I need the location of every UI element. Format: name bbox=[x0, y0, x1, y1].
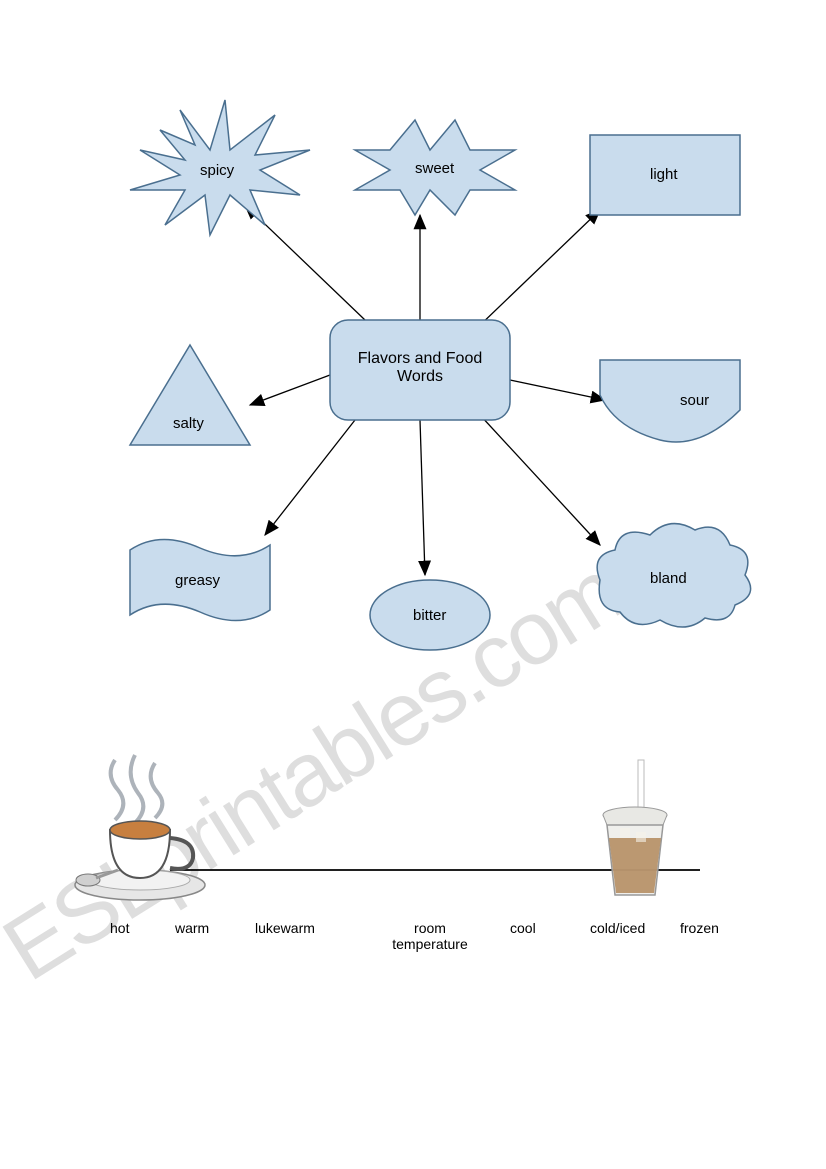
center-text: Flavors and FoodWords bbox=[358, 350, 483, 385]
node-sour bbox=[600, 360, 740, 442]
node-greasy bbox=[130, 539, 270, 620]
temp-cold: cold/iced bbox=[590, 920, 645, 936]
temp-frozen: frozen bbox=[680, 920, 719, 936]
center-label: Flavors and FoodWords bbox=[340, 350, 500, 386]
node-light bbox=[590, 135, 740, 215]
temp-lukewarm: lukewarm bbox=[255, 920, 315, 936]
hot-cup-icon bbox=[75, 755, 205, 900]
node-salty bbox=[130, 345, 250, 445]
temp-hot: hot bbox=[110, 920, 129, 936]
worksheet-page: ESLprintables.com bbox=[0, 0, 826, 1169]
node-bitter bbox=[370, 580, 490, 650]
node-bland bbox=[597, 524, 750, 627]
node-sweet bbox=[355, 120, 515, 215]
temp-warm: warm bbox=[175, 920, 209, 936]
diagram-svg bbox=[0, 0, 826, 1169]
temp-room: roomtemperature bbox=[385, 920, 475, 952]
iced-cup-icon bbox=[603, 760, 667, 895]
temp-cool: cool bbox=[510, 920, 536, 936]
node-spicy bbox=[130, 100, 310, 235]
